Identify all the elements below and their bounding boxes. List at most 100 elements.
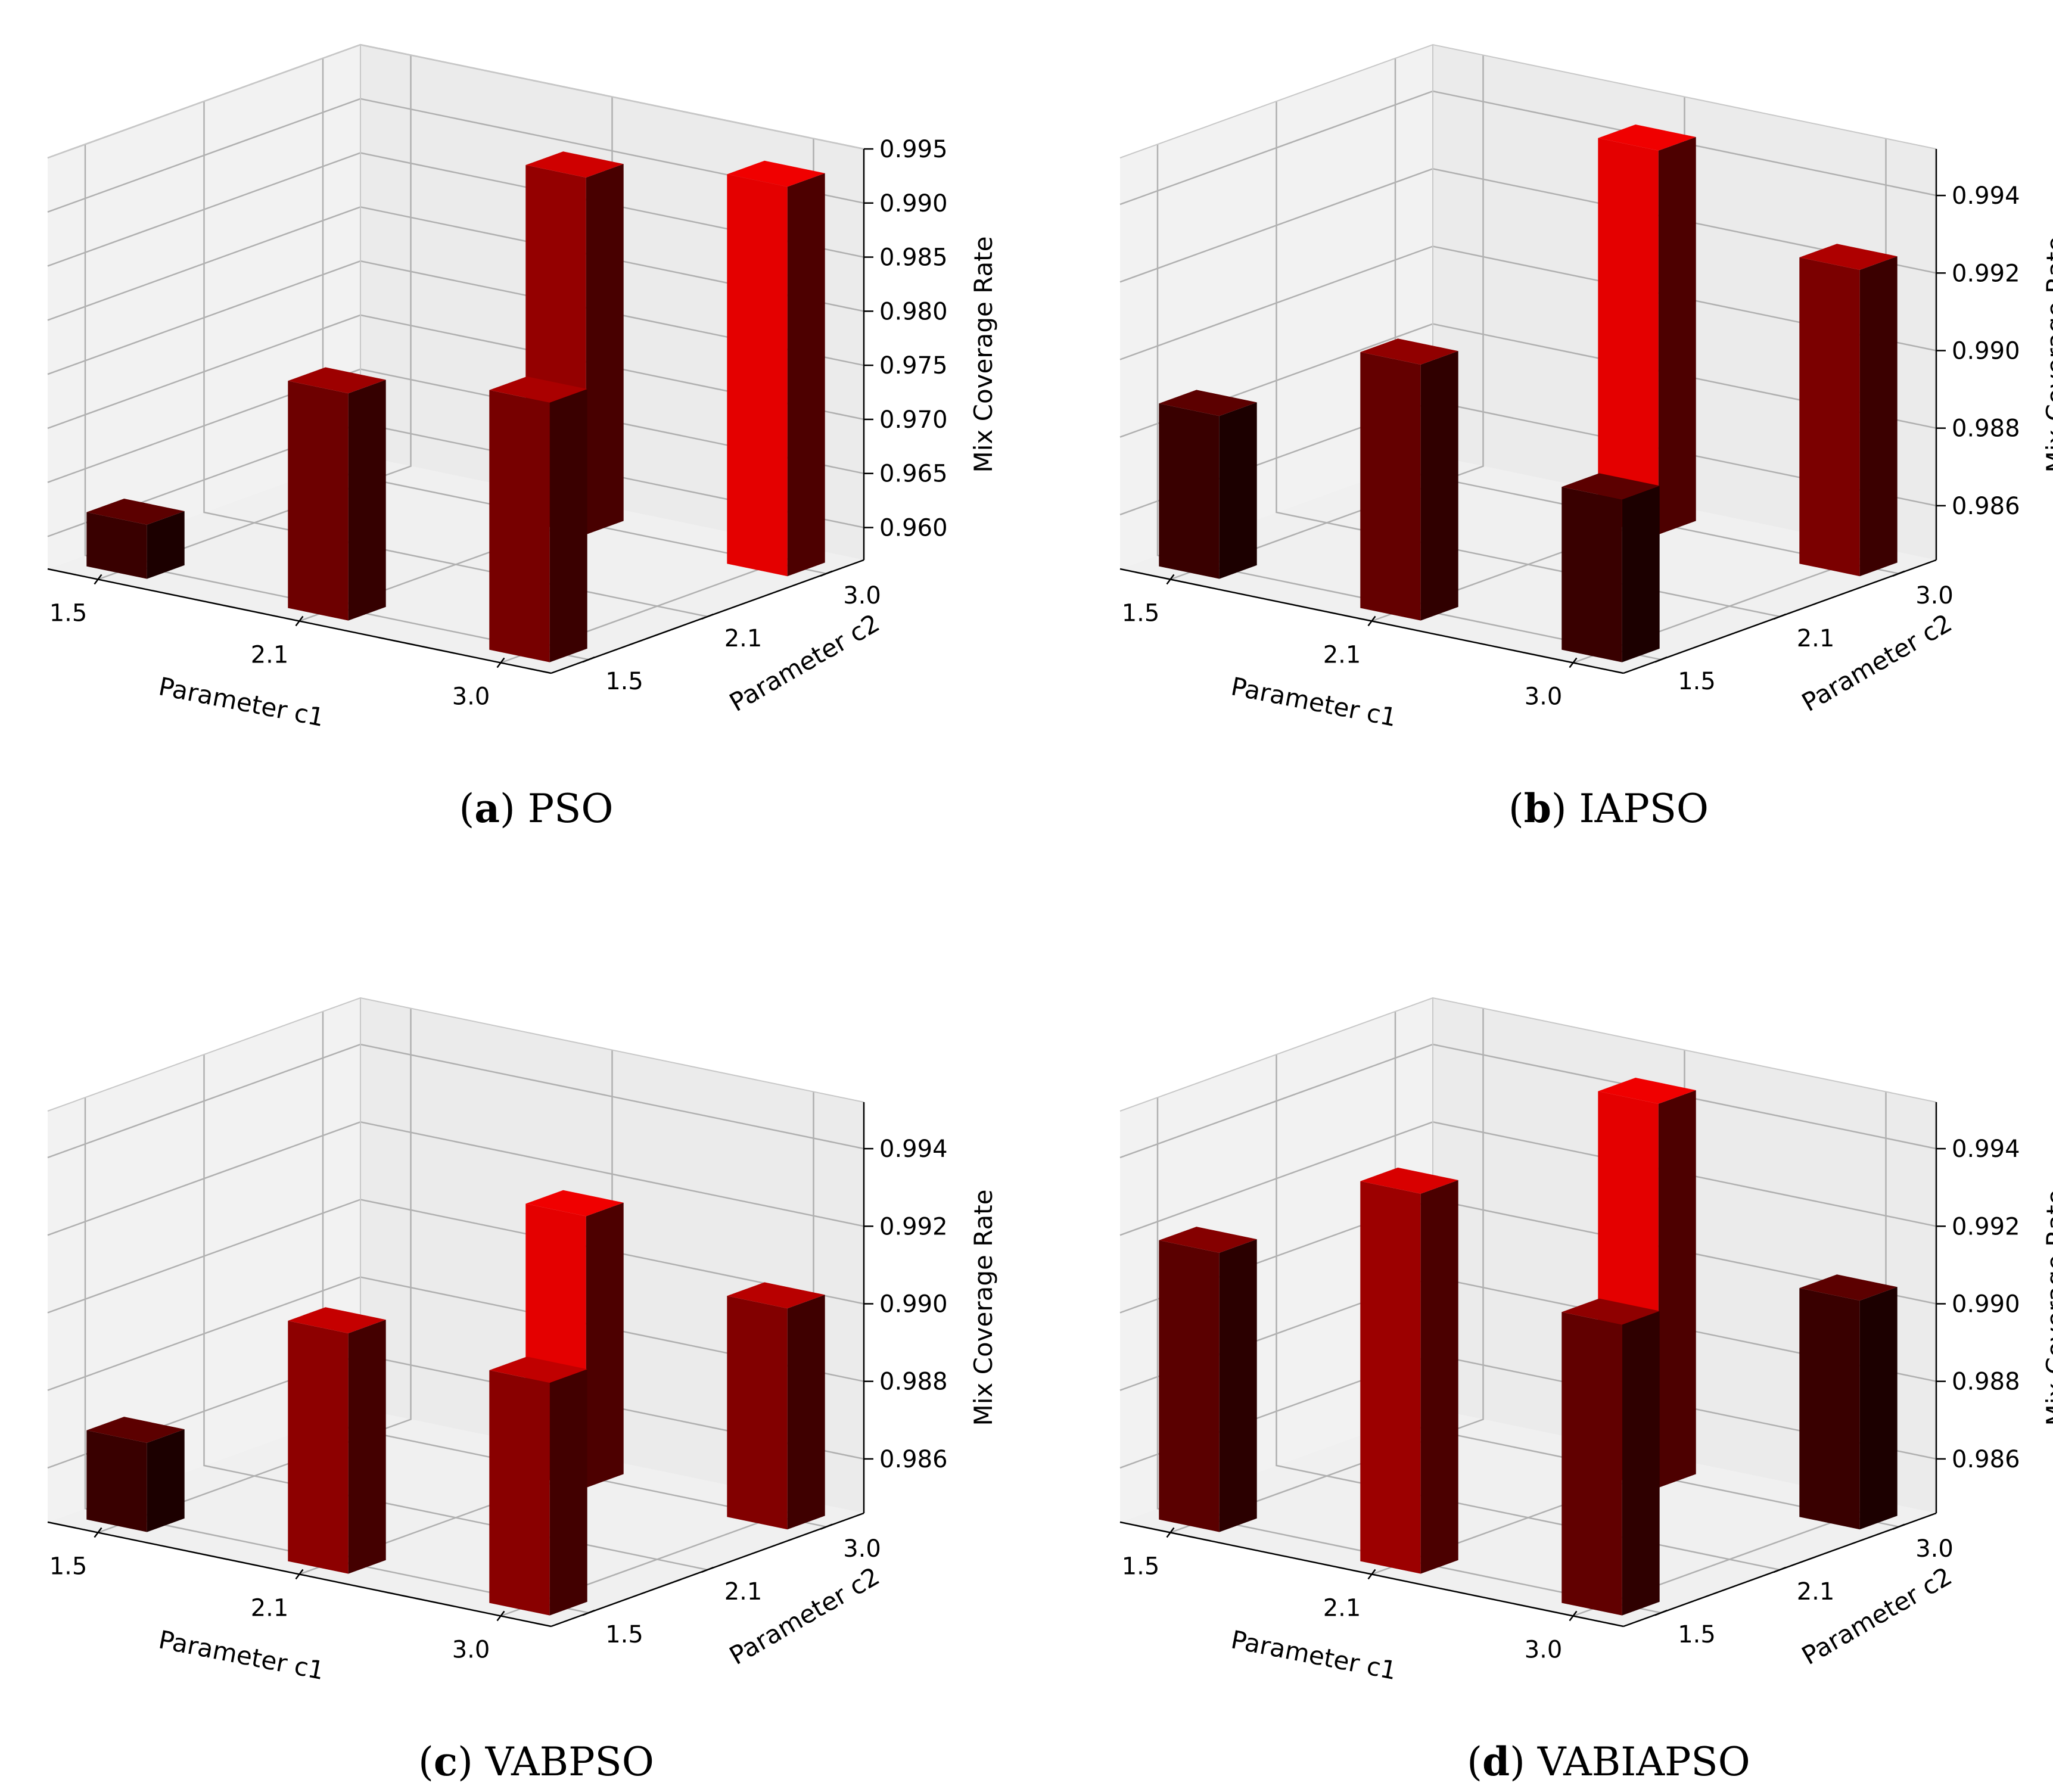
c1-axis-label: Parameter c1 — [1228, 671, 1399, 732]
bar-3_0-1_5 — [1561, 1298, 1660, 1616]
c2-tick-label-1: 2.1 — [724, 1578, 763, 1606]
bar-side-face — [348, 379, 386, 621]
caption-paren-open: ( — [1467, 1739, 1482, 1785]
gridline-c2-0 — [1156, 1097, 1662, 1614]
z-tick-label-0: 0.986 — [1952, 1446, 2020, 1473]
c2-tick-label-1: 2.1 — [724, 625, 763, 652]
c2-tick-mark-1 — [1774, 613, 1786, 620]
z-tick-label-1: 0.988 — [1952, 415, 2020, 443]
caption-letter: a — [474, 785, 500, 832]
bar-front-face — [1159, 403, 1220, 579]
c2-tick-mark-2 — [1892, 570, 1905, 577]
bar-top-face — [727, 1282, 825, 1309]
caption-letter: d — [1482, 1738, 1510, 1785]
z-tick-label-3: 0.975 — [879, 352, 948, 379]
gridline-c2-0 — [84, 144, 589, 661]
c1-tick-mark-0 — [1166, 574, 1175, 585]
caption-paren-open: ( — [1508, 786, 1524, 832]
c2-tick-label-1: 2.1 — [1797, 625, 1835, 652]
bars — [1159, 1078, 1898, 1616]
bar-3_0-3_0 — [727, 160, 825, 577]
z-tick-label-1: 0.965 — [879, 461, 948, 488]
bar-side-face — [1622, 1311, 1660, 1616]
caption-paren-open: ( — [418, 1739, 434, 1785]
gridline-c1-0 — [98, 55, 412, 580]
bar-front-face — [1360, 352, 1421, 621]
bar-2_1-1_5 — [288, 367, 386, 621]
bar-side-face — [1420, 1180, 1458, 1574]
gridline-c1-0 — [1170, 1008, 1484, 1533]
c2-tick-mark-1 — [701, 1566, 714, 1573]
c1-axis-label: Parameter c1 — [156, 1625, 326, 1685]
z-tick-label-6: 0.990 — [879, 190, 948, 217]
chart-panel-d: 1.5 2.1 3.0 1.5 2.1 3.0 0.986 0.988 0.990 0.992 0.… — [1119, 997, 2053, 1785]
c1-tick-mark-0 — [94, 1527, 102, 1538]
bar-top-face — [1159, 1227, 1257, 1253]
bar-front-face — [489, 390, 550, 662]
gridline-c1-0 — [1170, 55, 1484, 580]
bar-side-face — [1219, 1239, 1257, 1532]
bar-3_0-1_5 — [1561, 473, 1660, 662]
bar-side-face — [1420, 351, 1458, 621]
bar-2_1-3_0 — [1598, 125, 1696, 535]
c2-tick-mark-0 — [582, 657, 595, 663]
c1-tick-label-0: 1.5 — [1122, 1553, 1160, 1581]
bar-2_1-1_5 — [288, 1307, 386, 1574]
z-tick-label-2: 0.990 — [879, 1290, 948, 1318]
bar-side-face — [1658, 137, 1696, 535]
bar-side-face — [549, 1369, 587, 1616]
z-axis-label: Mix Coverage Rate — [969, 1190, 998, 1426]
c2-tick-mark-2 — [820, 1523, 833, 1530]
z-axis-label: Mix Coverage Rate — [969, 237, 998, 473]
bar-side-face — [787, 173, 825, 577]
bar-top-face — [1799, 244, 1898, 270]
bar-front-face — [86, 512, 147, 579]
c1-tick-label-0: 1.5 — [1122, 600, 1160, 627]
bar-top-face — [1598, 1078, 1696, 1104]
caption-paren-open: ( — [459, 786, 475, 832]
c1-tick-label-2: 3.0 — [452, 683, 490, 711]
z-tick-label-1: 0.988 — [1952, 1368, 2020, 1396]
c1-tick-label-1: 2.1 — [251, 642, 289, 669]
z-tick-label-2: 0.990 — [1952, 1290, 2020, 1318]
c1-tick-label-0: 1.5 — [49, 1553, 88, 1581]
c2-tick-label-0: 1.5 — [1678, 668, 1716, 695]
c1-tick-label-1: 2.1 — [1323, 642, 1361, 669]
bar-top-face — [1159, 390, 1257, 416]
chart-panel-c: 1.5 2.1 3.0 1.5 2.1 3.0 0.986 0.988 0.990 0.992 0.… — [47, 997, 998, 1785]
bar-front-face — [1799, 1288, 1860, 1530]
bar-front-face — [86, 1430, 147, 1532]
caption-title: IAPSO — [1579, 786, 1709, 832]
bar-top-face — [288, 367, 386, 394]
caption-title: VABPSO — [485, 1739, 654, 1785]
bar-side-face — [1859, 1287, 1898, 1530]
bar-side-face — [1622, 486, 1660, 662]
c2-tick-mark-0 — [1654, 657, 1668, 663]
bar-top-face — [1598, 125, 1696, 151]
bar-1_5-1_5 — [86, 1417, 185, 1532]
bar-top-face — [525, 1190, 624, 1217]
panel-caption: (c) VABPSO — [418, 1738, 654, 1785]
c1-tick-mark-2 — [1569, 657, 1578, 668]
chart-panel-b: 1.5 2.1 3.0 1.5 2.1 3.0 0.986 0.988 0.990 0.992 0.… — [1119, 43, 2053, 832]
bar-3_0-1_5 — [489, 377, 587, 662]
c2-tick-mark-2 — [820, 570, 833, 577]
z-tick-label-3: 0.992 — [1952, 260, 2020, 287]
c1-tick-mark-1 — [1367, 1569, 1376, 1580]
bar-front-face — [288, 1321, 349, 1574]
panel-caption: (a) PSO — [459, 785, 614, 832]
c1-tick-mark-2 — [496, 1610, 505, 1622]
bar-3_0-3_0 — [1799, 1274, 1898, 1530]
c2-tick-label-0: 1.5 — [605, 668, 643, 695]
z-tick-label-2: 0.990 — [1952, 337, 2020, 365]
c2-tick-label-2: 3.0 — [843, 1535, 881, 1563]
bar-2_1-1_5 — [1360, 1167, 1458, 1574]
bars — [86, 151, 825, 662]
z-tick-label-3: 0.992 — [1952, 1213, 2020, 1240]
z-tick-label-4: 0.994 — [1952, 1135, 2020, 1163]
bar-top-face — [489, 377, 587, 403]
c1-tick-mark-1 — [1367, 615, 1376, 627]
bar-side-face — [147, 511, 185, 579]
bar-front-face — [1561, 487, 1622, 662]
